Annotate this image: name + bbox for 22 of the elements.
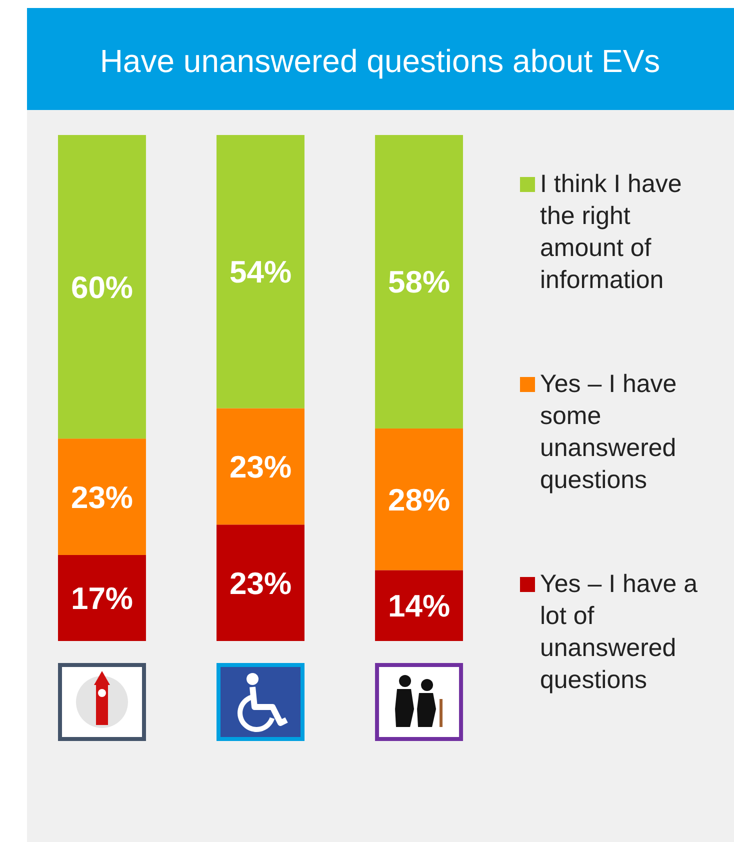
- bar: [58, 135, 146, 439]
- bar: [216, 135, 304, 408]
- bar: [58, 438, 146, 555]
- bar: [216, 524, 304, 641]
- bar: [375, 428, 463, 570]
- data-label: 17%: [70, 580, 134, 616]
- data-label: 23%: [229, 449, 292, 484]
- legend-label: I think I have the right amount of information: [540, 170, 682, 294]
- bar: [58, 554, 146, 641]
- bar: [216, 408, 304, 525]
- legend-label: Yes – I have some unanswered questions: [540, 370, 677, 494]
- data-label: 60%: [70, 270, 134, 305]
- chart-title: Have unanswered questions about EVs: [100, 43, 660, 79]
- data-label: 23%: [229, 566, 292, 601]
- data-label: 14%: [388, 588, 450, 624]
- bar: [375, 570, 463, 641]
- data-label: 54%: [229, 254, 292, 290]
- legend-label: Yes – I have a lot of unanswered questions: [540, 570, 698, 694]
- data-label: 28%: [388, 482, 450, 518]
- data-label: 58%: [388, 264, 450, 300]
- data-label: 23%: [70, 480, 134, 515]
- bar: [375, 135, 463, 428]
